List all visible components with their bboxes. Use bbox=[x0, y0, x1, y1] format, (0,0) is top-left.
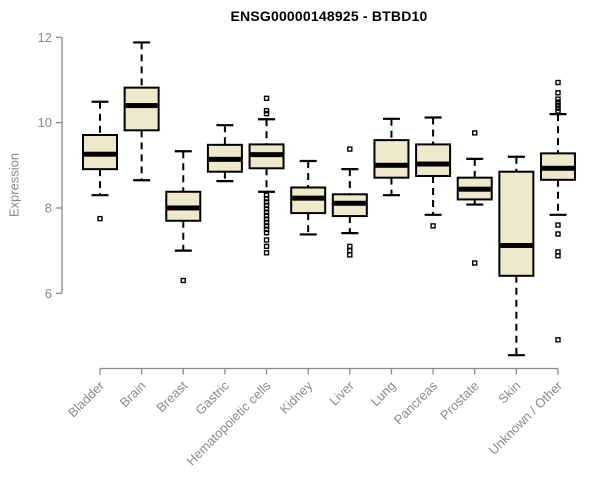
x-tick-label: Breast bbox=[153, 378, 190, 415]
y-tick-label: 6 bbox=[45, 286, 52, 301]
outlier-point bbox=[555, 253, 561, 259]
outlier-point bbox=[472, 130, 478, 136]
chart-title: ENSG00000148925 - BTBD10 bbox=[230, 8, 428, 24]
x-tick-label: Liver bbox=[326, 378, 357, 409]
y-tick-label: 10 bbox=[38, 115, 52, 130]
box-lung bbox=[373, 139, 410, 179]
median-line bbox=[125, 103, 158, 109]
x-tick-label: Skin bbox=[495, 378, 523, 406]
x-tick-label: Kidney bbox=[277, 378, 316, 417]
outlier-point bbox=[555, 108, 561, 114]
outlier-point bbox=[555, 90, 561, 96]
x-tick-label: Unknown / Other bbox=[486, 378, 566, 458]
x-tick-label: Gastric bbox=[192, 378, 232, 418]
outlier-point bbox=[347, 247, 353, 254]
median-line bbox=[250, 152, 283, 158]
box-pancreas bbox=[415, 143, 452, 177]
x-tick-label: Pancreas bbox=[391, 378, 441, 428]
box-brain bbox=[123, 86, 160, 132]
outlier-point bbox=[555, 337, 561, 343]
outlier-point bbox=[263, 243, 270, 250]
outlier-point bbox=[97, 215, 103, 222]
y-tick-label: 8 bbox=[45, 200, 52, 215]
outlier-point bbox=[263, 250, 270, 256]
median-line bbox=[208, 156, 241, 162]
median-line bbox=[500, 243, 533, 249]
median-line bbox=[333, 200, 366, 206]
outlier-point bbox=[555, 222, 561, 228]
outlier-point bbox=[347, 146, 353, 152]
outlier-point bbox=[263, 237, 270, 243]
outlier-point bbox=[555, 99, 561, 105]
x-tick-label: Brain bbox=[117, 378, 149, 410]
y-tick-label: 12 bbox=[38, 30, 52, 45]
median-line bbox=[375, 162, 408, 168]
outlier-point bbox=[347, 252, 353, 258]
outlier-point bbox=[555, 105, 561, 111]
outlier-point bbox=[555, 231, 561, 237]
x-tick-label: Bladder bbox=[65, 378, 108, 421]
outlier-point bbox=[555, 102, 561, 108]
outlier-point bbox=[263, 110, 270, 117]
outlier-point bbox=[430, 223, 436, 229]
median-line bbox=[84, 151, 116, 157]
median-line bbox=[167, 205, 200, 211]
outlier-point bbox=[347, 243, 353, 250]
outlier-point bbox=[472, 260, 478, 266]
x-tick-label: Prostate bbox=[437, 378, 482, 423]
median-line bbox=[292, 195, 325, 201]
median-line bbox=[417, 161, 450, 167]
outlier-point bbox=[555, 79, 561, 86]
outlier-point bbox=[263, 107, 270, 114]
outlier-point bbox=[555, 96, 561, 102]
median-line bbox=[458, 186, 491, 192]
box-skin bbox=[498, 170, 535, 277]
outlier-point bbox=[263, 95, 270, 102]
outlier-point bbox=[180, 277, 186, 284]
outlier-point bbox=[263, 230, 270, 236]
median-line bbox=[542, 165, 574, 171]
x-tick-label: Lung bbox=[368, 378, 399, 409]
